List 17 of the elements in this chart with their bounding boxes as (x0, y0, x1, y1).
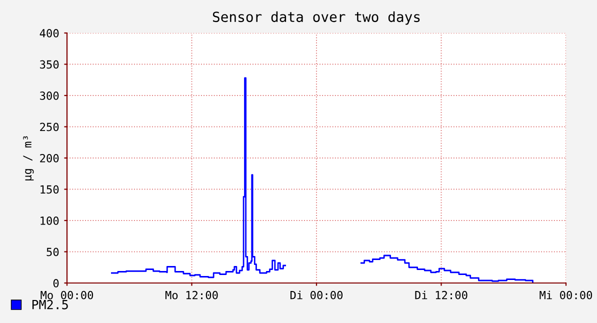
y-tick-label: 0 (53, 279, 59, 288)
y-tick-label: 200 (40, 154, 59, 162)
x-tick-label: Di 00:00 (290, 290, 343, 300)
chart-title: Sensor data over two days (212, 11, 420, 25)
x-tick-label: Mo 00:00 (40, 290, 94, 300)
y-tick-label: 50 (46, 248, 59, 256)
y-axis-title: µg / m³ (23, 136, 34, 180)
y-tick-label: 400 (40, 29, 59, 38)
x-tick-label: Mi 00:00 (540, 290, 592, 300)
y-tick-label: 250 (40, 122, 59, 132)
legend-label: PM2.5 (32, 300, 68, 310)
x-tick-label: Di 12:00 (415, 290, 468, 300)
y-tick-label: 150 (40, 185, 59, 194)
y-tick-label: 300 (40, 92, 59, 100)
y-tick-label: 100 (40, 216, 59, 225)
y-tick-label: 350 (40, 60, 59, 69)
x-tick-label: Mo 12:00 (165, 290, 218, 300)
